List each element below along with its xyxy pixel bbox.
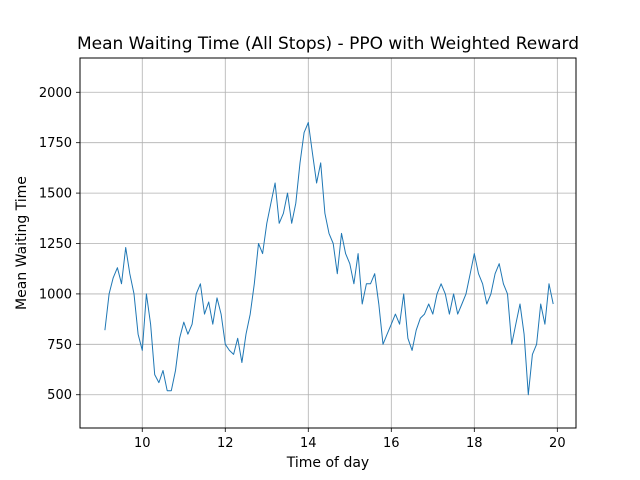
series-layer: [104, 122, 554, 396]
x-tick-label: 10: [134, 436, 151, 451]
y-tick-label: 1000: [39, 287, 72, 302]
y-tick-label: 2000: [39, 86, 72, 101]
grid: [80, 58, 576, 428]
x-tick-label: 12: [217, 436, 234, 451]
x-tick-label: 14: [300, 436, 317, 451]
axis-ticks: 10 12 14 16 18 20 500 750 1000 1250 1500 1750 2000: [39, 86, 566, 451]
series-line: [104, 122, 554, 396]
y-tick-label: 500: [47, 388, 72, 403]
x-tick-label: 20: [549, 436, 566, 451]
y-axis-label: Mean Waiting Time: [14, 176, 30, 310]
y-tick-label: 1750: [39, 136, 72, 151]
plot-frame: [79, 57, 577, 429]
chart-title: Mean Waiting Time (All Stops) - PPO with…: [77, 34, 579, 54]
x-axis-label: Time of day: [286, 455, 369, 471]
y-tick-label: 1250: [39, 237, 72, 252]
y-tick-label: 1500: [39, 187, 72, 202]
x-tick-label: 16: [383, 436, 400, 451]
y-tick-label: 750: [47, 338, 72, 353]
x-tick-label: 18: [466, 436, 483, 451]
